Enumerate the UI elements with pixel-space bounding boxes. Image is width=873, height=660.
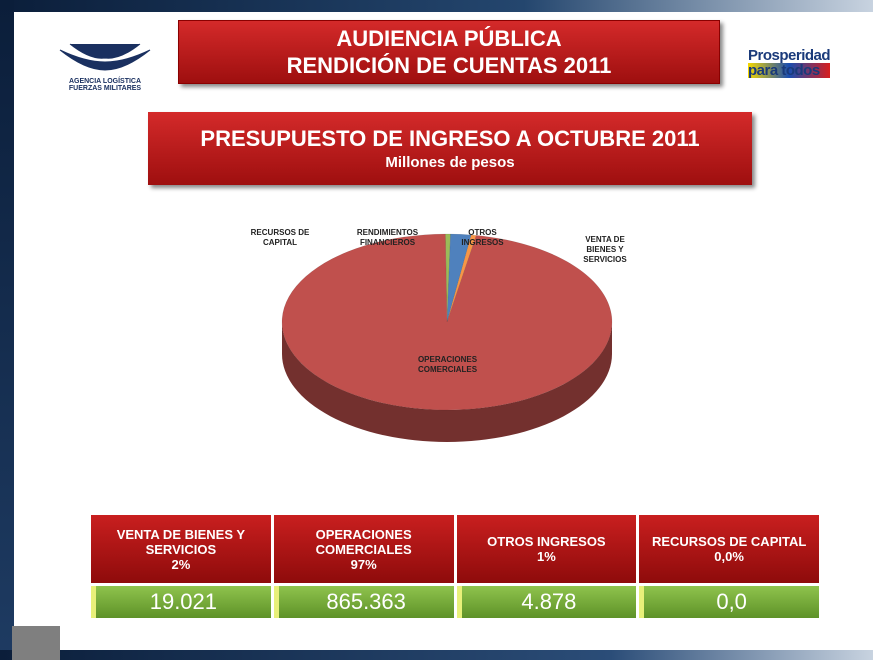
pie-label: OPERACIONES COMERCIALES — [417, 355, 478, 374]
column-value: 4.878 — [456, 586, 637, 618]
column-label: RECURSOS DE CAPITAL — [651, 534, 807, 549]
header-line: AUDIENCIA PÚBLICA — [336, 26, 562, 51]
logo-line: Prosperidad — [748, 47, 831, 64]
column-value: 865.363 — [273, 586, 454, 618]
top-bar — [0, 0, 873, 12]
pie-label: RECURSOS DE CAPITAL — [250, 228, 310, 247]
column-header: RECURSOS DE CAPITAL 0,0% — [639, 515, 819, 583]
header-line: RENDICIÓN DE CUENTAS 2011 — [286, 53, 612, 78]
pie-label: OTROS INGRESOS — [461, 228, 504, 247]
column-value: 0,0 — [639, 586, 819, 618]
logo-line: AGENCIA LOGÍSTICA — [68, 78, 142, 85]
column-header: OTROS INGRESOS 1% — [456, 515, 637, 583]
column-share: 1% — [536, 549, 556, 564]
left-bar — [0, 0, 14, 660]
bottom-bar — [0, 650, 873, 660]
corner-square — [12, 626, 60, 660]
column-header: OPERACIONES COMERCIALES 97% — [273, 515, 454, 583]
column-label: OPERACIONES COMERCIALES — [315, 526, 412, 557]
logo-right: Prosperidad para todos — [748, 47, 831, 78]
column-header: VENTA DE BIENES Y SERVICIOS 2% — [91, 515, 271, 583]
column-label: VENTA DE BIENES Y SERVICIOS — [116, 526, 246, 557]
chart-title-box: PRESUPUESTO DE INGRESO A OCTUBRE 2011 Mi… — [148, 112, 752, 185]
pie-slice — [446, 234, 477, 323]
pie-slice — [446, 233, 472, 323]
column-share: 97% — [350, 556, 377, 572]
logo-line: para todos — [748, 63, 831, 78]
value-row: 19.021 865.363 4.878 0,0 — [91, 586, 819, 618]
column-value: 19.021 — [91, 586, 271, 618]
pie-slice — [445, 233, 451, 323]
header: AUDIENCIA PÚBLICA RENDICIÓN DE CUENTAS 2… — [178, 20, 720, 84]
logo-wings — [59, 43, 151, 71]
chart-subtitle: Millones de pesos — [385, 154, 515, 171]
summary-table: VENTA DE BIENES Y SERVICIOS 2% OPERACIONES… — [88, 512, 822, 621]
logo-left: AGENCIA LOGÍSTICA FUERZAS MILITARES — [55, 40, 155, 92]
column-share: 2% — [171, 556, 191, 572]
pie-side — [282, 322, 612, 442]
pie-label: RENDIMIENTOS FINANCIEROS — [356, 228, 419, 247]
pie-label: VENTA DE BIENES Y SERVICIOS — [583, 235, 627, 264]
column-label: OTROS INGRESOS — [487, 534, 606, 549]
chart-title: PRESUPUESTO DE INGRESO A OCTUBRE 2011 — [200, 126, 700, 151]
pie-slice — [281, 233, 613, 411]
column-share: 0,0% — [714, 549, 744, 564]
logo-line: FUERZAS MILITARES — [68, 85, 142, 92]
header-row: VENTA DE BIENES Y SERVICIOS 2% OPERACIONES… — [91, 515, 819, 583]
